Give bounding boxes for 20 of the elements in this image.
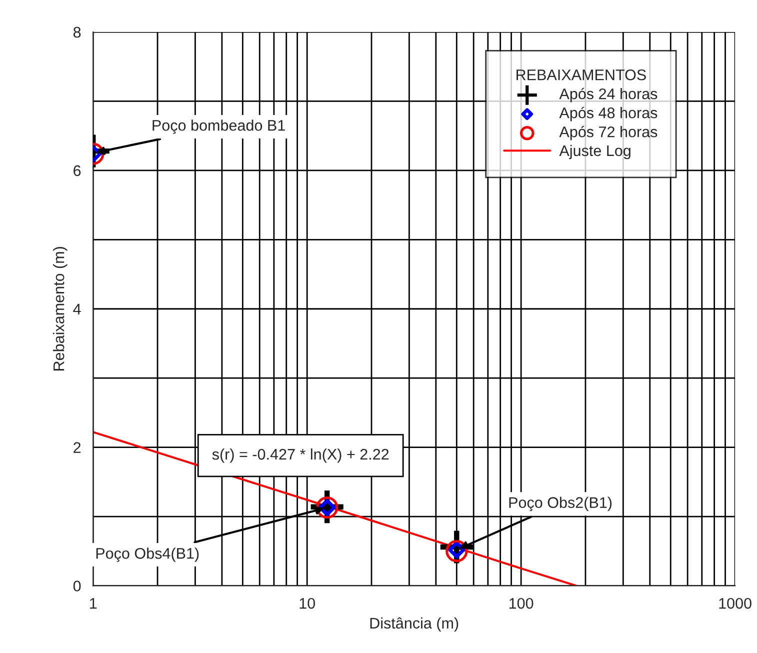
- x-tick-label: 100: [509, 598, 534, 609]
- legend-label: Após 72 horas: [559, 126, 658, 140]
- y-tick-label: 6: [74, 165, 81, 176]
- annotation: s(r) = -0.427 * ln(X) + 2.22: [212, 448, 389, 463]
- y-tick-label: 2: [74, 442, 81, 453]
- legend-label: Ajuste Log: [559, 144, 630, 160]
- annotation: Poço Obs4(B1): [96, 548, 199, 562]
- y-tick-label: 0: [73, 580, 81, 592]
- y-axis-title: Rebaixamento (m): [53, 246, 68, 370]
- x-tick-label: 1: [90, 598, 97, 609]
- x-axis-title: Distância (m): [370, 617, 458, 632]
- legend-title: REBAIXAMENTOS: [516, 69, 646, 80]
- annotation: Poço Obs2(B1): [509, 496, 612, 512]
- legend-label: Após 48 horas: [559, 106, 658, 122]
- y-tick-label: 4: [73, 304, 81, 314]
- y-tick-label: 8: [73, 26, 81, 38]
- annotation: Poço bombeado B1: [152, 120, 285, 134]
- legend-label: Após 24 horas: [559, 88, 658, 102]
- x-tick-label: 10: [300, 598, 315, 609]
- x-tick-label: 1000: [719, 598, 752, 609]
